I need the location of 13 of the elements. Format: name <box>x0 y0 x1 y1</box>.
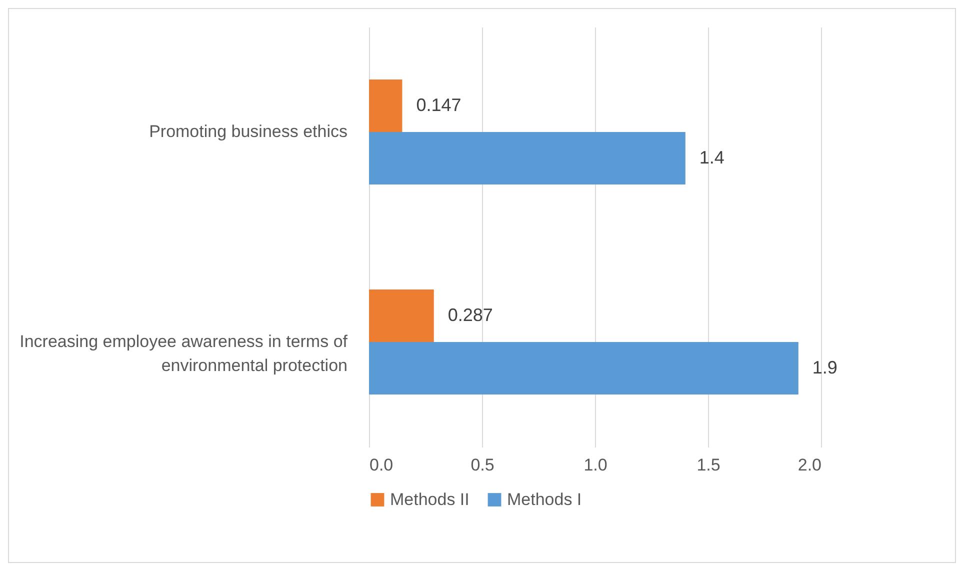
data-label: 1.9 <box>812 357 838 378</box>
x-tick-label: 2.0 <box>798 456 822 474</box>
x-tick-label: 1.0 <box>584 456 608 474</box>
x-tick-label: 1.5 <box>696 456 720 474</box>
legend-label: Methods I <box>507 490 582 509</box>
legend-label: Methods II <box>390 490 470 509</box>
data-label: 1.4 <box>699 147 724 168</box>
y-tick-label: Increasing employee awareness in terms of environmental protection <box>20 332 348 375</box>
data-label: 0.287 <box>448 304 493 325</box>
y-tick-label: Promoting business ethics <box>149 122 348 141</box>
data-label: 0.147 <box>416 94 462 115</box>
x-tick-label: 0.5 <box>470 456 494 474</box>
x-tick-label: 0.0 <box>370 456 394 474</box>
